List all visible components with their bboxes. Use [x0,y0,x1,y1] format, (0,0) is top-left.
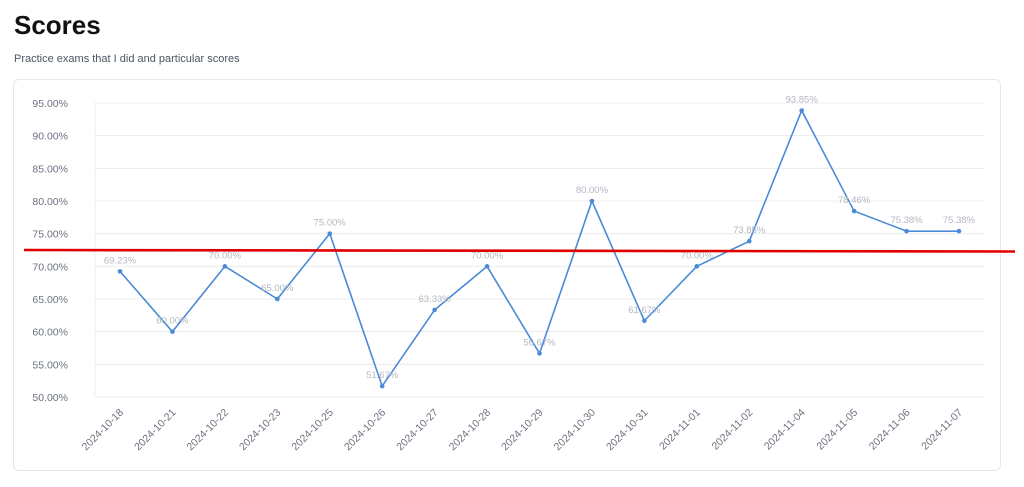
data-point [327,231,333,236]
y-tick-label: 85.00% [32,163,68,175]
page-subtitle: Practice exams that I did and particular… [14,53,240,65]
data-point [484,264,490,269]
data-label: 70.00% [471,250,504,261]
x-tick-label: 2024-11-01 [657,407,703,453]
x-tick-label: 2024-10-26 [342,407,389,454]
data-point [222,264,228,269]
data-point [956,228,962,234]
data-points-layer [117,108,962,389]
data-label: 61.67% [628,305,661,316]
y-tick-label: 55.00% [32,359,68,371]
y-tick-label: 95.00% [32,98,68,110]
x-tick-label: 2024-10-22 [185,407,232,454]
data-point [537,351,542,356]
data-point [746,238,752,244]
x-axis-ticks: 2024-10-18 2024-10-21 2024-10-22 2024-10-23… [80,407,966,454]
data-point [589,198,595,204]
page-title: Scores [14,10,101,40]
data-label: 69.23% [104,255,137,266]
x-tick-label: 2024-10-18 [80,407,127,454]
threshold-layer [23,248,1016,253]
y-tick-label: 90.00% [32,131,68,143]
data-label: 73.85% [733,225,766,236]
y-tick-label: 75.00% [32,229,68,241]
x-tick-label: 2024-10-28 [447,407,494,454]
x-tick-label: 2024-10-21 [132,407,179,454]
grid-layer [94,102,985,398]
data-label: 51.67% [366,370,399,381]
data-label: 75.38% [890,215,923,226]
x-tick-label: 2024-11-05 [814,407,860,453]
x-tick-label: 2024-11-02 [709,407,755,453]
y-tick-label: 70.00% [32,261,68,273]
data-point [432,307,437,313]
y-tick-label: 65.00% [32,294,68,306]
data-point [275,296,280,302]
data-label: 65.00% [261,283,294,294]
x-tick-label: 2024-10-31 [604,407,651,454]
y-tick-label: 80.00% [32,196,68,208]
data-point [117,269,123,274]
data-label: 63.33% [419,294,452,305]
y-tick-label: 60.00% [32,327,68,339]
data-point [851,208,857,214]
x-tick-label: 2024-10-25 [289,407,336,454]
data-point [694,264,700,269]
x-tick-label: 2024-10-23 [237,407,284,454]
data-point [642,318,647,324]
data-point [904,228,909,234]
data-label: 75.00% [314,218,347,229]
x-tick-label: 2024-11-04 [762,407,808,453]
y-tick-label: 50.00% [32,392,68,404]
chart-card [13,79,1001,471]
data-labels-layer: 69.23% 60.00% 70.00% 65.00% 75.00% 51.67% 63.3… [104,95,976,382]
data-label: 80.00% [576,185,609,196]
data-label: 70.00% [681,250,714,261]
x-tick-label: 2024-10-27 [394,407,441,454]
x-tick-label: 2024-10-29 [499,407,546,454]
y-axis-ticks: 50.00% 55.00% 60.00% 65.00% 70.00% 75.00% 80.0… [32,98,68,404]
data-point [379,383,385,389]
data-label: 93.85% [786,95,819,106]
data-label: 60.00% [156,316,189,327]
x-tick-label: 2024-11-07 [919,407,965,453]
x-tick-label: 2024-11-06 [867,407,913,453]
data-point [799,108,804,113]
x-tick-label: 2024-10-30 [552,407,599,454]
data-label: 78.46% [838,195,871,206]
data-point [170,329,175,334]
data-label: 70.00% [209,250,242,261]
threshold-line [23,248,1016,253]
data-label: 56.67% [523,337,556,348]
data-label: 75.38% [943,215,976,226]
